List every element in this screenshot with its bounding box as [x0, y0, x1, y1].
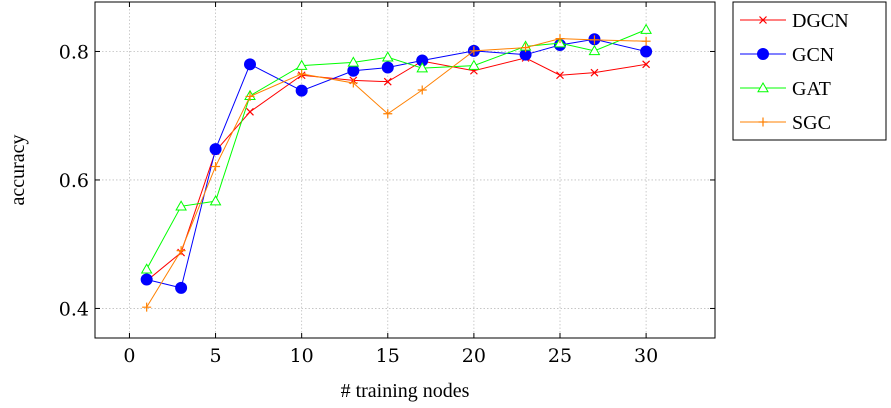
data-point-plus-marker — [555, 34, 565, 44]
series-line-sgc — [146, 38, 647, 308]
data-point-circle-marker — [757, 48, 769, 60]
axis-ticks: 0 5 10 15 20 25 30 0.4 0.6 0.8 — [59, 2, 715, 367]
legend-label: GCN — [792, 44, 834, 66]
data-point-plus-marker — [589, 35, 599, 45]
series-line-dgcn — [146, 57, 647, 282]
data-point-triangle-marker — [295, 59, 308, 70]
data-point-plus-marker — [758, 117, 768, 127]
x-tick-label: 30 — [634, 345, 658, 367]
y-axis-label: accuracy — [7, 134, 29, 205]
data-point-triangle-marker — [640, 23, 652, 34]
grid — [95, 2, 715, 338]
series-gcn — [140, 33, 653, 294]
plot-frame — [94, 1, 716, 339]
legend-item-gat: GAT — [740, 78, 831, 100]
x-tick-label: 15 — [376, 345, 400, 367]
data-point-x-marker — [759, 16, 767, 24]
data-point-plus-marker — [469, 46, 479, 56]
legend-item-dgcn: DGCN — [740, 10, 849, 32]
data-point-plus-marker — [417, 85, 427, 95]
data-point-circle-marker — [347, 64, 360, 77]
data-point-x-marker — [246, 107, 254, 116]
x-tick-label: 0 — [123, 345, 135, 367]
y-tick-label: 0.8 — [59, 41, 89, 63]
data-point-plus-marker — [142, 302, 152, 312]
data-point-plus-marker — [176, 246, 186, 256]
data-point-triangle-marker — [468, 59, 480, 70]
data-point-plus-marker — [297, 69, 307, 79]
data-point-circle-marker — [381, 61, 394, 74]
data-point-triangle-marker — [209, 195, 222, 206]
data-point-triangle-marker — [757, 81, 769, 93]
data-point-triangle-marker — [175, 200, 187, 211]
data-point-triangle-marker — [347, 56, 360, 67]
data-point-x-marker — [556, 71, 564, 80]
y-tick-label: 0.4 — [59, 298, 89, 320]
x-axis-label: # training nodes — [341, 380, 470, 402]
data-point-x-marker — [642, 60, 651, 69]
data-point-plus-marker — [383, 109, 393, 119]
legend-box — [732, 1, 887, 141]
legend: DGCN GCN GAT SGC — [732, 1, 887, 141]
legend-item-sgc: SGC — [740, 112, 831, 134]
data-point-circle-marker — [175, 281, 188, 294]
data-point-circle-marker — [244, 58, 256, 71]
legend-label: GAT — [792, 78, 831, 100]
data-point-triangle-marker — [140, 263, 153, 274]
x-tick-label: 10 — [290, 345, 314, 367]
x-tick-label: 20 — [462, 345, 486, 367]
data-point-plus-marker — [521, 43, 531, 53]
x-tick-label: 25 — [548, 345, 572, 367]
legend-label: DGCN — [792, 10, 849, 32]
legend-item-gcn: GCN — [740, 44, 834, 66]
x-tick-label: 5 — [210, 345, 222, 367]
data-point-plus-marker — [245, 91, 255, 101]
data-point-x-marker — [383, 77, 392, 86]
series-lines — [140, 23, 653, 312]
data-point-circle-marker — [640, 45, 653, 58]
legend-label: SGC — [792, 112, 831, 134]
data-point-plus-marker — [641, 36, 651, 46]
data-point-triangle-marker — [381, 51, 394, 62]
series-sgc — [142, 34, 651, 312]
data-point-circle-marker — [295, 84, 308, 97]
series-dgcn — [142, 53, 651, 285]
data-point-circle-marker — [140, 273, 153, 286]
data-point-circle-marker — [209, 143, 222, 156]
y-tick-label: 0.6 — [59, 170, 89, 192]
data-point-x-marker — [590, 68, 599, 77]
data-point-triangle-marker — [416, 62, 429, 73]
data-point-plus-marker — [211, 161, 221, 171]
data-point-triangle-marker — [588, 44, 601, 56]
data-point-plus-marker — [348, 78, 358, 88]
